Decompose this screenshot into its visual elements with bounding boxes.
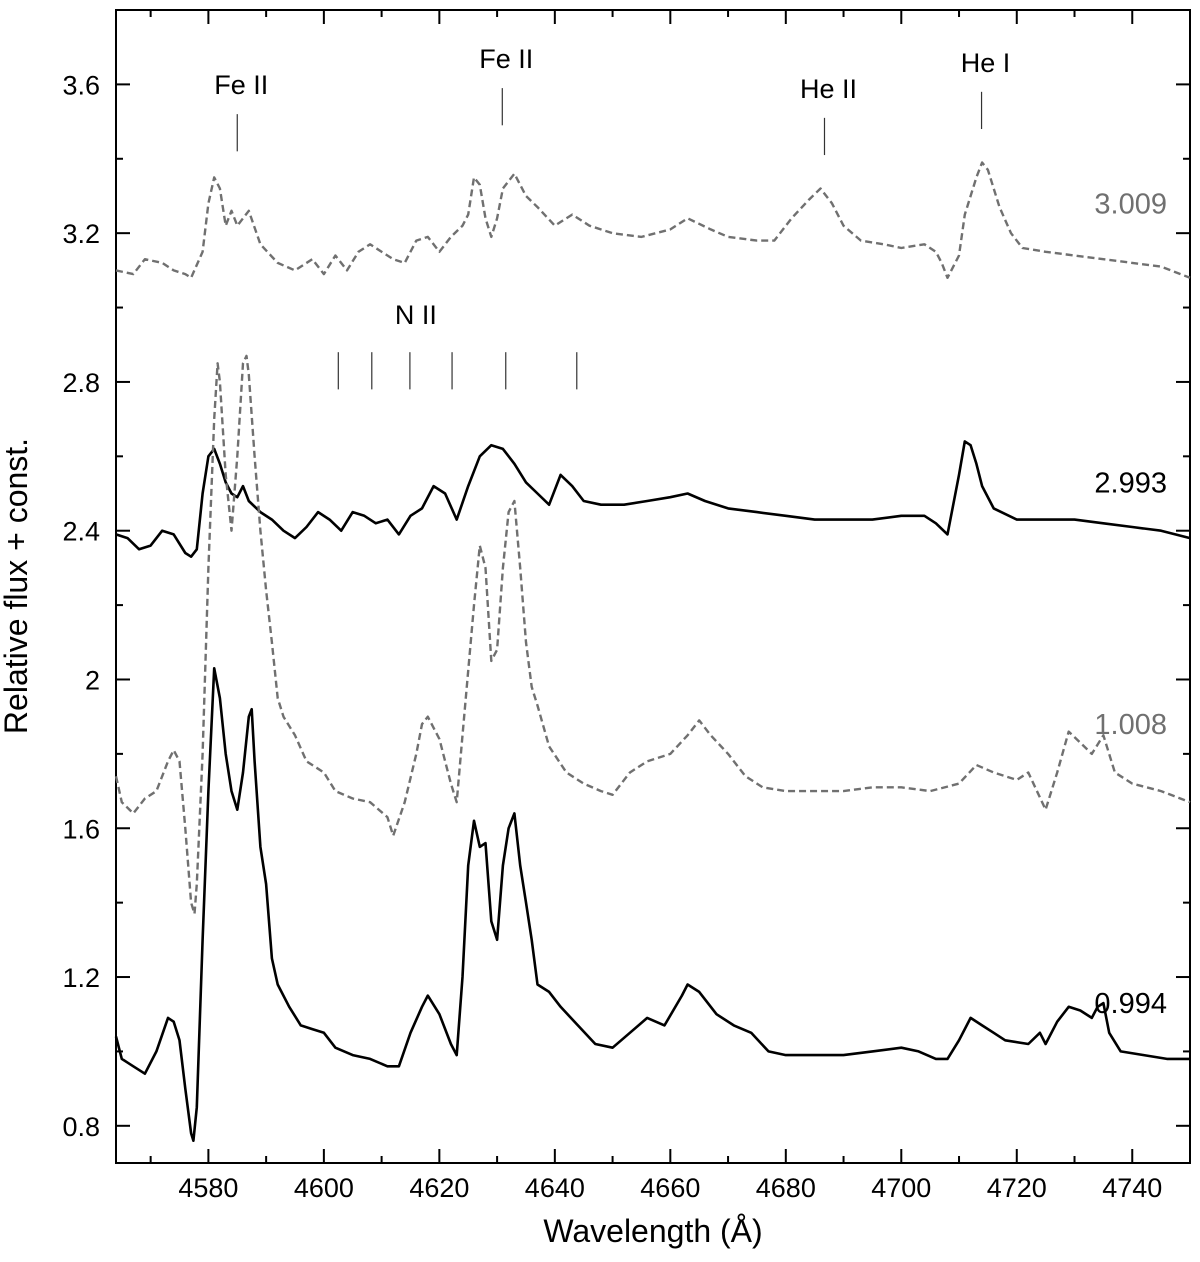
phase-label: 1.008 xyxy=(1094,709,1167,741)
x-tick-label: 4700 xyxy=(871,1173,931,1203)
line-marker-label: He II xyxy=(800,74,857,104)
phase-label: 0.994 xyxy=(1094,988,1167,1020)
axis-ticks xyxy=(116,9,1191,1163)
y-tick-label: 0.8 xyxy=(62,1112,100,1142)
y-axis-title: Relative flux + const. xyxy=(0,438,34,734)
line-marker-label: He I xyxy=(961,48,1011,78)
spectrum-line xyxy=(114,354,1191,915)
line-markers: Fe II Fe II He II He I N II xyxy=(214,44,1011,390)
phase-label: 3.009 xyxy=(1094,188,1167,220)
tick-labels: 4580 4600 4620 4640 4660 4680 4700 4720 4740 0.8 1… xyxy=(62,70,1162,1203)
y-tick-label: 3.2 xyxy=(62,219,100,249)
y-tick-label: 2.4 xyxy=(62,517,100,547)
y-tick-label: 2 xyxy=(85,665,100,695)
y-tick-label: 3.6 xyxy=(62,70,100,100)
y-tick-label: 2.8 xyxy=(62,368,100,398)
x-tick-label: 4640 xyxy=(525,1173,585,1203)
spectra xyxy=(114,161,1191,1142)
x-tick-label: 4680 xyxy=(756,1173,816,1203)
x-tick-label: 4600 xyxy=(294,1173,354,1203)
spectrum-line xyxy=(115,161,1191,279)
phase-label: 2.993 xyxy=(1094,467,1167,499)
nii-label: N II xyxy=(395,300,437,330)
phase-labels: 3.009 2.993 1.008 0.994 xyxy=(1094,188,1167,1020)
x-tick-label: 4740 xyxy=(1102,1173,1162,1203)
x-axis-title: Wavelength (Å) xyxy=(543,1213,762,1249)
y-tick-label: 1.6 xyxy=(62,814,100,844)
x-tick-label: 4720 xyxy=(987,1173,1047,1203)
y-tick-label: 1.2 xyxy=(62,963,100,993)
spectrum-line xyxy=(115,440,1191,558)
plot-frame xyxy=(115,9,1191,1164)
x-tick-label: 4580 xyxy=(178,1173,238,1203)
x-tick-label: 4660 xyxy=(640,1173,700,1203)
line-marker-label: Fe II xyxy=(214,70,268,100)
x-tick-label: 4620 xyxy=(409,1173,469,1203)
line-marker-label: Fe II xyxy=(479,44,533,74)
spectrum-line xyxy=(114,667,1190,1142)
